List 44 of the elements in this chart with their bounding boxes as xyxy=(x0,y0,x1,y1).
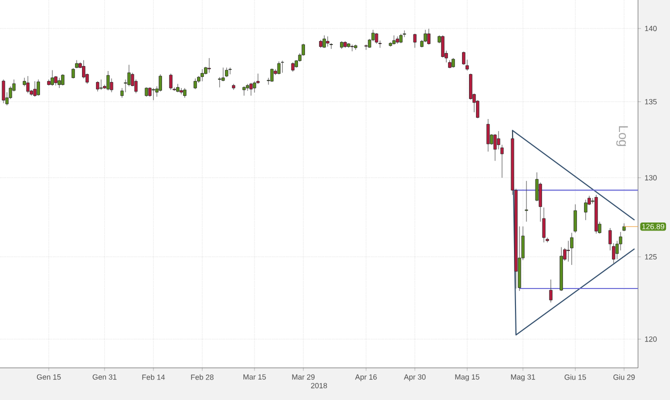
candlestick xyxy=(493,134,497,162)
candlestick xyxy=(413,34,416,48)
candlestick xyxy=(152,88,156,100)
candlestick xyxy=(452,58,455,68)
candlestick xyxy=(183,88,186,98)
candlestick xyxy=(427,28,430,45)
candlestick xyxy=(194,78,197,90)
candlestick xyxy=(26,76,30,94)
candlestick xyxy=(570,232,574,266)
candlestick xyxy=(242,86,246,96)
candlestick xyxy=(486,118,490,152)
candlestick xyxy=(270,68,274,82)
candlestick xyxy=(228,67,232,75)
candlestick xyxy=(58,78,61,88)
candlestick xyxy=(72,68,75,79)
candlestick xyxy=(291,62,294,72)
candlestick xyxy=(399,34,403,44)
candlestick xyxy=(99,79,103,90)
candlestick xyxy=(169,73,172,90)
candlestick xyxy=(549,279,552,303)
candlestick xyxy=(277,61,281,75)
annotation: Log xyxy=(616,126,628,146)
candlestick xyxy=(392,35,396,45)
candlestick xyxy=(574,204,577,234)
candlestick xyxy=(208,58,211,74)
candlestick xyxy=(50,70,54,86)
candlestick xyxy=(2,79,6,104)
candlestick xyxy=(106,70,110,91)
candlestick xyxy=(36,79,40,96)
candlestick xyxy=(396,36,400,44)
candlestick xyxy=(224,67,228,78)
candlestick xyxy=(524,180,528,222)
candlestick xyxy=(218,76,222,88)
candlestick xyxy=(96,80,100,92)
candlestick xyxy=(326,36,330,47)
candlestick xyxy=(374,32,378,44)
candlestick xyxy=(33,80,36,97)
candlestick xyxy=(322,35,326,48)
candlestick xyxy=(249,82,253,96)
candlestick xyxy=(584,199,588,220)
candlestick xyxy=(200,68,204,82)
candlestick xyxy=(350,44,354,52)
candlestick xyxy=(246,84,250,92)
candlestick xyxy=(496,130,500,150)
